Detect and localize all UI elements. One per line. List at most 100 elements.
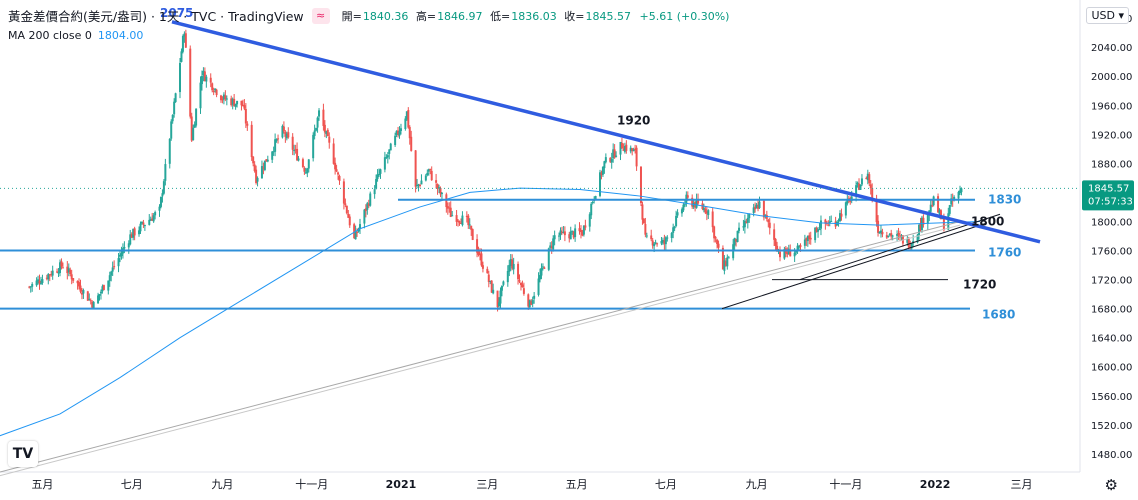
candle bbox=[752, 207, 755, 213]
candle bbox=[356, 232, 359, 234]
candle bbox=[581, 231, 584, 236]
candle bbox=[430, 170, 433, 181]
candle bbox=[887, 235, 890, 237]
candle bbox=[334, 162, 337, 170]
candle bbox=[471, 229, 474, 240]
candle bbox=[379, 169, 382, 174]
gear-icon[interactable]: ⚙ bbox=[1104, 476, 1118, 494]
candle bbox=[293, 150, 296, 152]
candle bbox=[398, 131, 401, 136]
candle bbox=[727, 257, 730, 259]
candle bbox=[180, 51, 183, 62]
candle bbox=[599, 172, 601, 196]
candle bbox=[322, 109, 325, 126]
candle bbox=[152, 215, 155, 222]
candle bbox=[184, 33, 187, 48]
candle bbox=[219, 95, 222, 101]
candle bbox=[834, 221, 837, 227]
candle bbox=[569, 231, 572, 240]
candle bbox=[39, 283, 42, 285]
candle bbox=[162, 181, 165, 194]
candle bbox=[531, 300, 534, 304]
tradingview-logo[interactable]: TV bbox=[8, 441, 38, 467]
candle bbox=[101, 286, 104, 292]
candle bbox=[748, 214, 751, 219]
candle bbox=[31, 284, 34, 287]
wave-icon[interactable]: ≈ bbox=[311, 7, 330, 24]
candle bbox=[159, 196, 162, 207]
x-tick-label: 十一月 bbox=[295, 477, 328, 491]
candle bbox=[670, 232, 673, 238]
candle bbox=[359, 224, 361, 230]
candle bbox=[871, 188, 874, 200]
candle bbox=[345, 205, 348, 214]
candle bbox=[468, 224, 471, 226]
candle bbox=[127, 243, 130, 248]
candle bbox=[200, 75, 203, 85]
candle bbox=[869, 184, 872, 189]
symbol-title[interactable]: 黃金差價合約(美元/盎司) · 1天 · TVC · TradingView bbox=[8, 9, 304, 24]
candle bbox=[762, 200, 765, 218]
candle bbox=[604, 157, 607, 163]
candle bbox=[953, 196, 956, 201]
candle bbox=[860, 178, 863, 185]
candle bbox=[250, 124, 253, 158]
candle bbox=[645, 235, 648, 237]
candle bbox=[610, 158, 613, 163]
candle bbox=[287, 132, 290, 138]
candle bbox=[856, 182, 859, 185]
candle bbox=[743, 220, 746, 228]
candle bbox=[622, 149, 625, 151]
open-value: 1840.36 bbox=[362, 9, 409, 23]
candle bbox=[615, 155, 618, 157]
candle bbox=[623, 146, 626, 152]
candle bbox=[948, 205, 951, 214]
candle bbox=[246, 123, 249, 126]
x-tick-label: 三月 bbox=[476, 478, 498, 491]
candle bbox=[498, 302, 501, 307]
candle bbox=[252, 156, 255, 164]
candle bbox=[738, 227, 741, 231]
candle bbox=[672, 227, 675, 233]
candle bbox=[817, 229, 820, 232]
candle bbox=[378, 173, 381, 176]
candle bbox=[879, 230, 882, 234]
candle bbox=[451, 215, 454, 217]
y-tick-label: 1920.00 bbox=[1091, 130, 1132, 141]
candle bbox=[568, 234, 571, 239]
ma-value: 1804.00 bbox=[97, 29, 144, 42]
y-tick-label: 1720.00 bbox=[1091, 276, 1132, 287]
currency-selector[interactable]: USD ▾ bbox=[1086, 7, 1129, 24]
y-tick-label: 1640.00 bbox=[1091, 334, 1132, 345]
candle bbox=[113, 266, 116, 268]
candle bbox=[315, 128, 318, 131]
candle bbox=[745, 221, 748, 224]
candle bbox=[51, 270, 54, 276]
candle bbox=[190, 116, 193, 141]
candle bbox=[151, 218, 154, 221]
candle bbox=[110, 271, 113, 276]
candle bbox=[539, 275, 541, 280]
last-price-tag bbox=[1082, 180, 1134, 211]
price-axis bbox=[1080, 0, 1138, 500]
candle bbox=[470, 225, 473, 230]
candle bbox=[332, 143, 335, 164]
candle bbox=[774, 238, 777, 246]
ma-legend[interactable]: MA 200 close 0 1804.00 bbox=[8, 29, 143, 42]
candle bbox=[805, 238, 808, 241]
candle bbox=[508, 264, 511, 272]
candle bbox=[563, 231, 566, 236]
y-tick-label: 1600.00 bbox=[1091, 363, 1132, 374]
candle bbox=[660, 241, 663, 244]
candle bbox=[664, 237, 667, 245]
candle bbox=[212, 90, 215, 92]
x-tick-label: 九月 bbox=[746, 478, 768, 491]
candle bbox=[373, 189, 376, 195]
last-price-value: 1845.57 bbox=[1088, 183, 1129, 194]
candle bbox=[711, 211, 714, 228]
candle bbox=[865, 177, 868, 180]
candle bbox=[395, 130, 398, 135]
candle bbox=[86, 291, 89, 301]
candle bbox=[661, 239, 664, 243]
